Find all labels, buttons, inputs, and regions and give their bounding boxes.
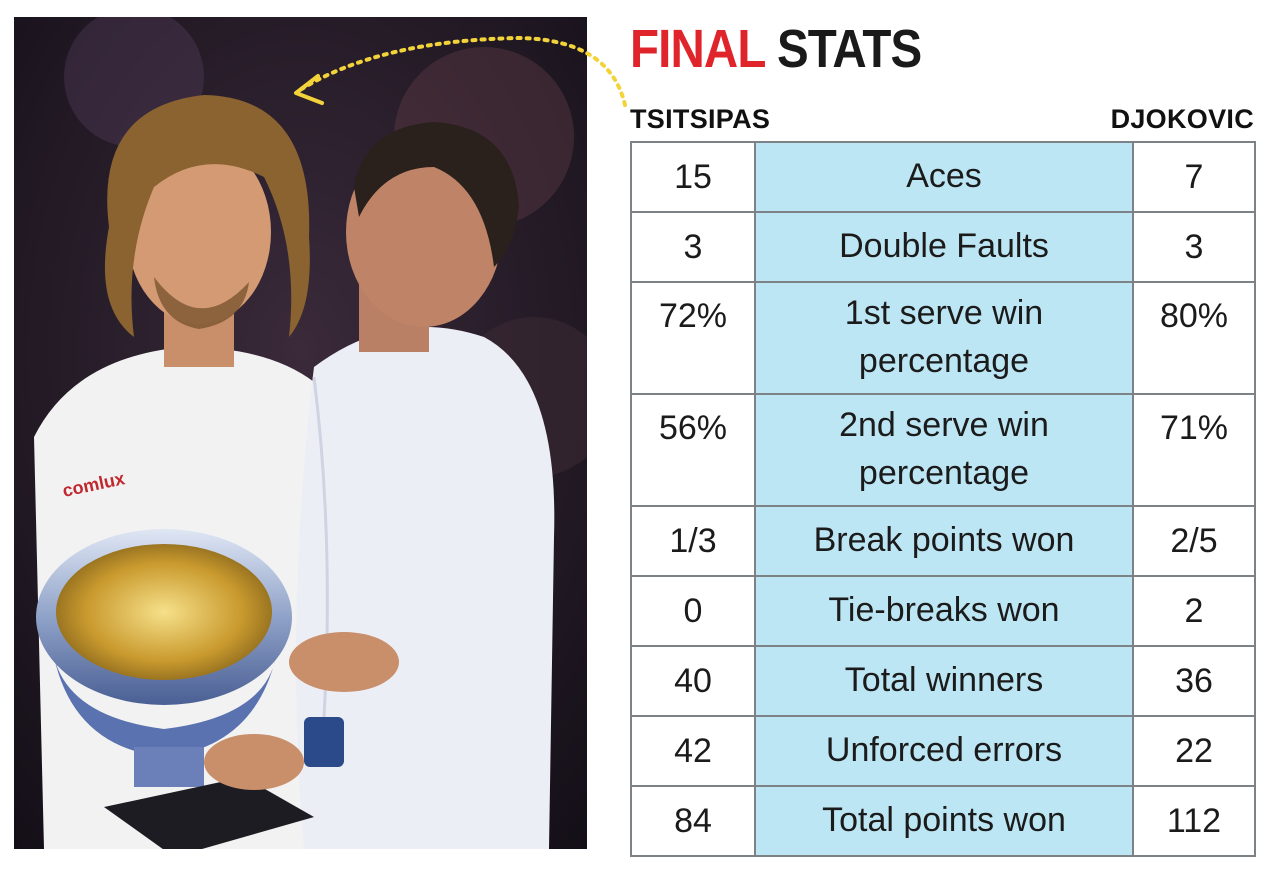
player-name-right: DJOKOVIC	[1110, 104, 1254, 134]
table-row: 42 Unforced errors 22	[630, 715, 1256, 787]
tsitsipas-value: 0	[630, 575, 756, 647]
table-row: 1/3 Break points won 2/5	[630, 505, 1256, 577]
tsitsipas-value: 84	[630, 785, 756, 857]
title-word-final: FINAL	[630, 19, 766, 79]
tsitsipas-value: 72%	[630, 281, 756, 395]
players-photo: comlux	[14, 17, 587, 849]
djokovic-value: 71%	[1132, 393, 1256, 507]
stat-label: Tie-breaks won	[754, 575, 1134, 647]
tsitsipas-value: 3	[630, 211, 756, 283]
stat-label: 1st serve win percentage	[754, 281, 1134, 395]
djokovic-value: 2/5	[1132, 505, 1256, 577]
stat-label: Total points won	[754, 785, 1134, 857]
stat-label: Total winners	[754, 645, 1134, 717]
table-row: 72% 1st serve win percentage 80%	[630, 281, 1256, 395]
tsitsipas-value: 1/3	[630, 505, 756, 577]
title-word-stats: STATS	[776, 19, 922, 79]
stat-label: Double Faults	[754, 211, 1134, 283]
tsitsipas-value: 56%	[630, 393, 756, 507]
stat-label: 2nd serve win percentage	[754, 393, 1134, 507]
djokovic-value: 36	[1132, 645, 1256, 717]
djokovic-value: 7	[1132, 141, 1256, 213]
photo-illustration: comlux	[14, 17, 587, 849]
stat-label: Break points won	[754, 505, 1134, 577]
tsitsipas-value: 15	[630, 141, 756, 213]
djokovic-value: 2	[1132, 575, 1256, 647]
tsitsipas-value: 40	[630, 645, 756, 717]
table-row: 15 Aces 7	[630, 141, 1256, 213]
djokovic-value: 112	[1132, 785, 1256, 857]
table-row: 84 Total points won 112	[630, 785, 1256, 857]
table-row: 3 Double Faults 3	[630, 211, 1256, 283]
tsitsipas-value: 42	[630, 715, 756, 787]
djokovic-value: 3	[1132, 211, 1256, 283]
table-row: 40 Total winners 36	[630, 645, 1256, 717]
djokovic-value: 80%	[1132, 281, 1256, 395]
stat-label: Unforced errors	[754, 715, 1134, 787]
table-row: 56% 2nd serve win percentage 71%	[630, 393, 1256, 507]
table-row: 0 Tie-breaks won 2	[630, 575, 1256, 647]
stat-label: Aces	[754, 141, 1134, 213]
djokovic-value: 22	[1132, 715, 1256, 787]
stats-table: 15 Aces 7 3 Double Faults 3 72% 1st serv…	[630, 141, 1256, 857]
page-title: FINAL STATS	[630, 19, 922, 79]
player-name-left: TSITSIPAS	[630, 104, 771, 134]
